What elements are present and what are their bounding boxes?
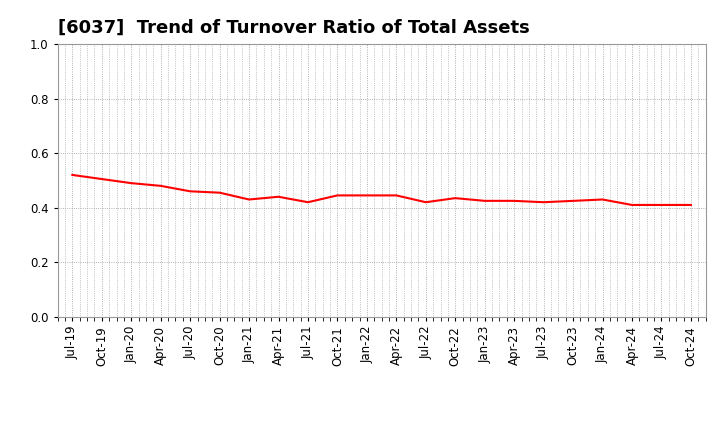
- Text: [6037]  Trend of Turnover Ratio of Total Assets: [6037] Trend of Turnover Ratio of Total …: [58, 19, 529, 37]
